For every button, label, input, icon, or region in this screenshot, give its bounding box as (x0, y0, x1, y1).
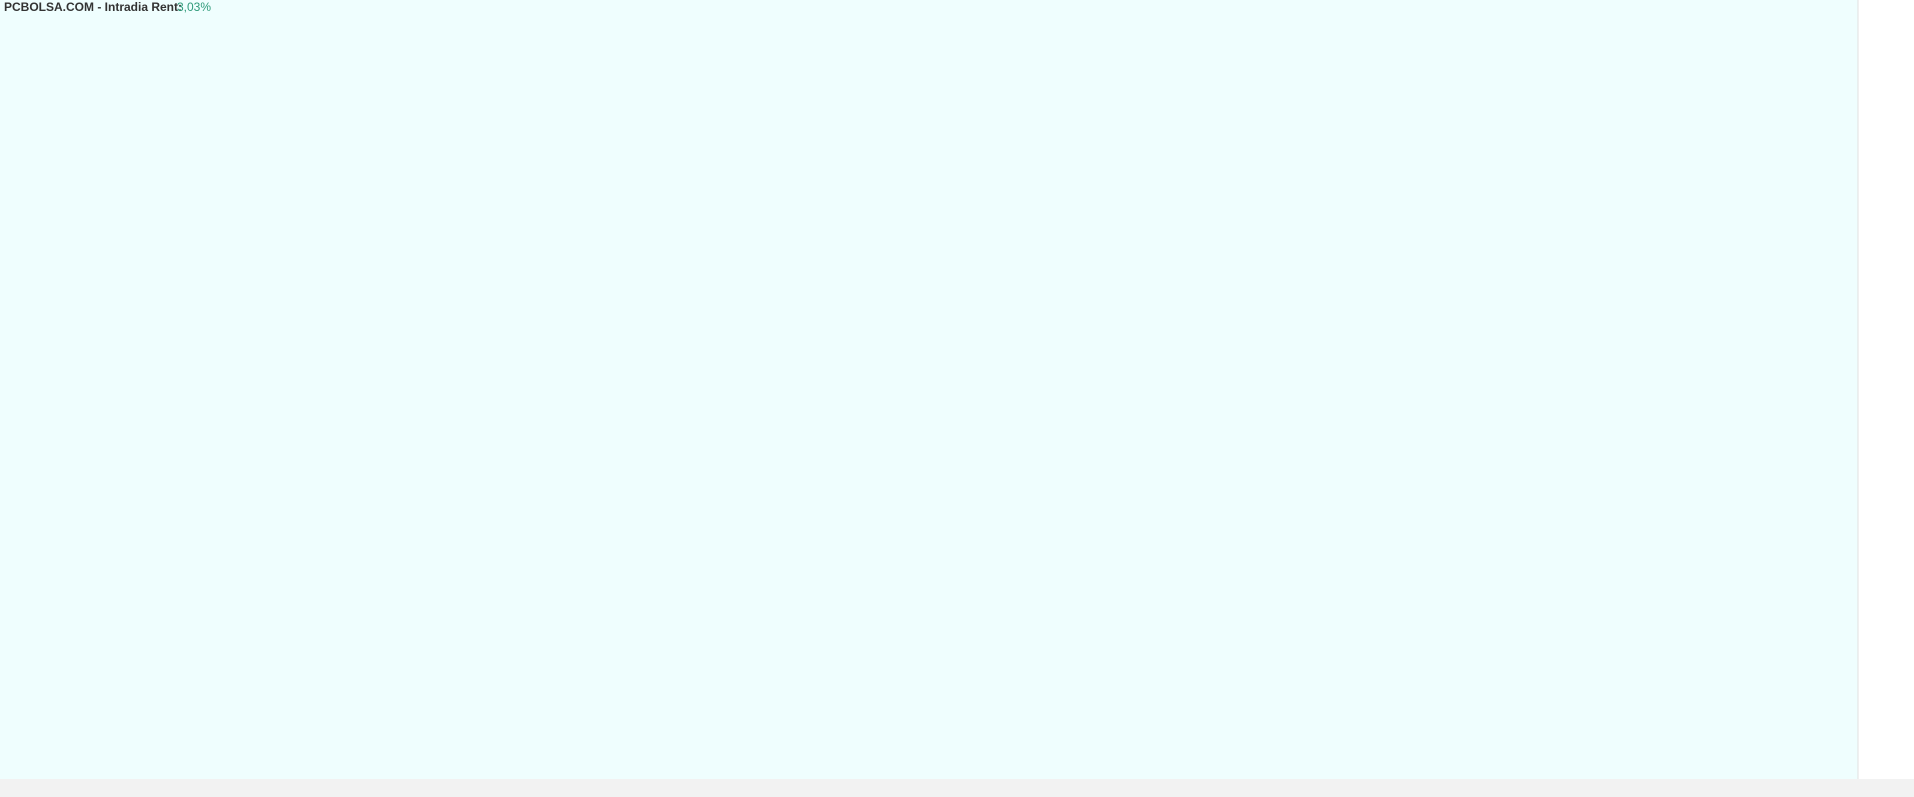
plot-background (0, 0, 1858, 779)
x-axis-band (0, 779, 1914, 797)
change-label: 3,03% (177, 0, 211, 14)
chart-title: PCBOLSA.COM - Intradia Rent: (4, 0, 182, 14)
